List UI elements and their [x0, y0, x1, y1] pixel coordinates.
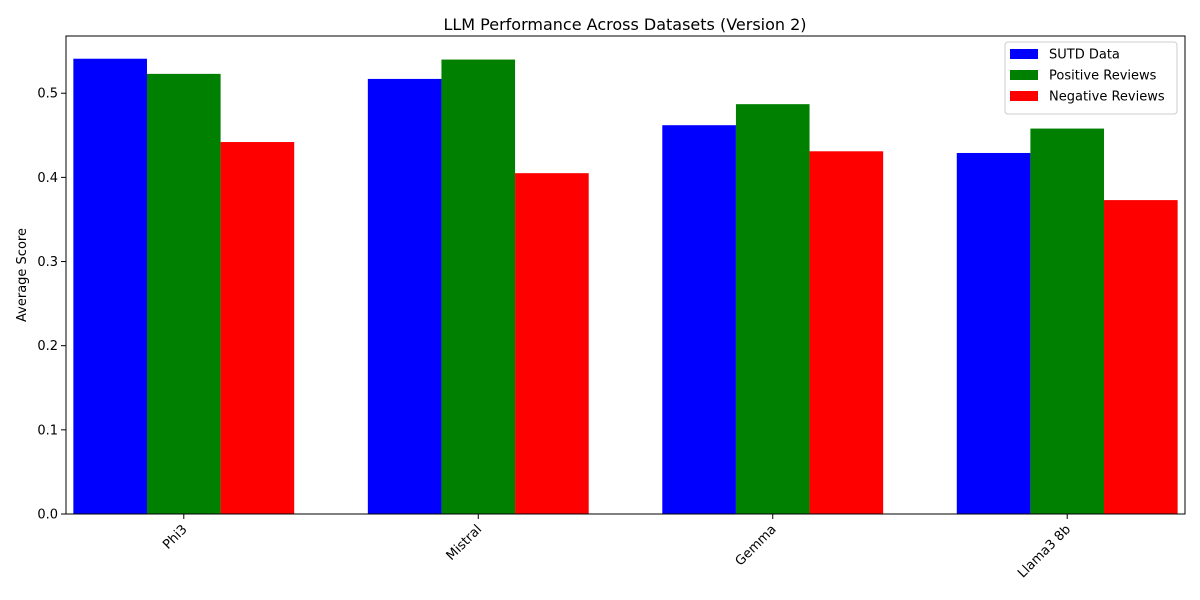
legend-box [1004, 41, 1178, 115]
x-tick-label: Gemma [733, 522, 780, 569]
legend-swatch [1010, 91, 1038, 101]
y-axis-ticks: 0.0 0.1 0.2 0.3 0.4 0.5 [37, 87, 66, 523]
bar-sutd-data-llama3-8b [956, 152, 1031, 515]
bar-sutd-data-gemma [662, 125, 736, 514]
y-tick-label: 0.3 [37, 255, 58, 270]
bar-positive-reviews-gemma [735, 104, 810, 514]
bar-positive-reviews-phi3 [146, 73, 221, 514]
y-tick-label: 0.1 [37, 423, 58, 438]
legend-label: SUTD Data [1049, 48, 1120, 63]
bar-negative-reviews-gemma [809, 151, 884, 515]
legend-label: Positive Reviews [1049, 69, 1157, 84]
bar-negative-reviews-phi3 [220, 142, 295, 514]
bar-sutd-data-mistral [367, 78, 442, 515]
x-tick-label: Mistral [444, 522, 485, 563]
legend-label: Negative Reviews [1049, 90, 1165, 105]
plot-frame [65, 35, 1186, 515]
chart-title: LLM Performance Across Datasets (Version… [443, 15, 806, 34]
bars [73, 58, 1178, 515]
x-tick-label: Phi3 [160, 522, 190, 552]
legend-swatch [1010, 49, 1038, 59]
x-axis-ticks: Phi3 Mistral Gemma Llama3 8b [160, 514, 1074, 581]
y-tick-label: 0.4 [37, 171, 58, 186]
y-tick-label: 0.2 [37, 339, 58, 354]
y-tick-label: 0.0 [37, 508, 58, 523]
x-tick-label: Llama3 8b [1015, 522, 1074, 581]
bar-positive-reviews-llama3-8b [1030, 128, 1105, 514]
bar-positive-reviews-mistral [441, 59, 516, 514]
bar-negative-reviews-mistral [515, 173, 589, 514]
bar-negative-reviews-llama3-8b [1104, 200, 1178, 514]
legend: SUTD Data Positive Reviews Negative Review… [1004, 41, 1178, 115]
legend-swatch [1010, 70, 1038, 80]
y-axis-label: Average Score [15, 228, 30, 322]
bar-sutd-data-phi3 [73, 58, 147, 514]
y-tick-label: 0.5 [37, 87, 58, 102]
